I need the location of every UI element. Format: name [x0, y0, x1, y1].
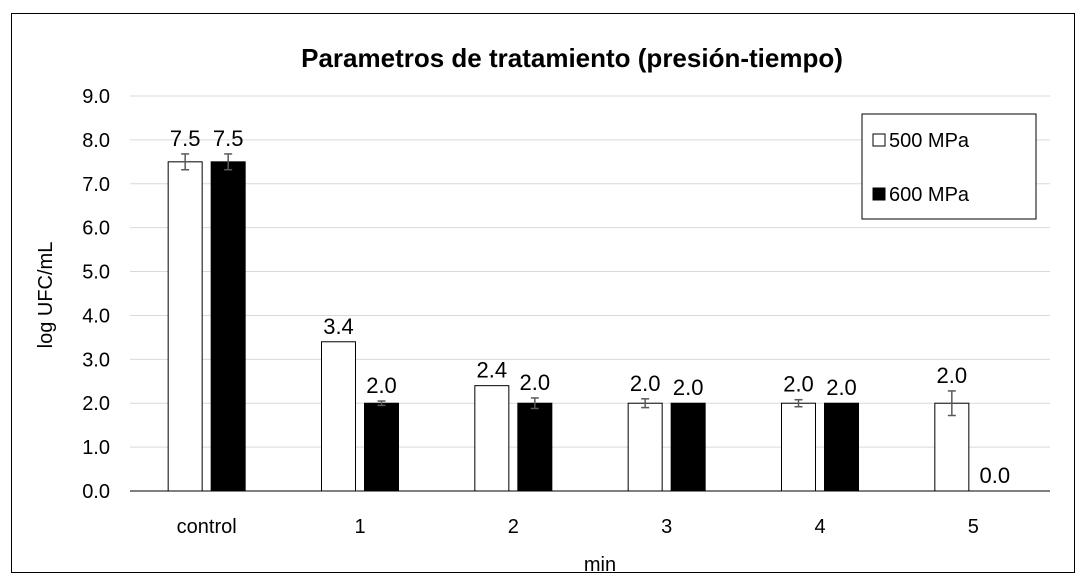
y-tick-label: 6.0	[82, 218, 110, 240]
error-bar	[530, 397, 539, 410]
y-axis-ticks: 0.0 1.0 2.0 3.0 4.0 5.0 6.0 7.0 8.0 9.0	[82, 86, 110, 503]
legend-swatch-500-mpa	[872, 133, 886, 147]
x-tick-label: 1	[354, 516, 365, 538]
error-bar	[794, 398, 803, 408]
data-label: 2.0	[520, 370, 551, 395]
bar	[364, 402, 399, 492]
x-axis-label: min	[584, 554, 616, 576]
bar	[210, 161, 246, 492]
bar	[167, 161, 203, 492]
error-bar	[377, 400, 386, 407]
bar	[824, 402, 859, 492]
y-tick-label: 1.0	[82, 437, 110, 459]
bar	[474, 385, 510, 492]
x-tick-label: 3	[661, 516, 672, 538]
y-tick-label: 5.0	[82, 262, 110, 284]
bar	[517, 402, 553, 492]
error-bar	[224, 153, 233, 171]
data-label: 2.0	[366, 373, 397, 398]
data-label: 2.0	[826, 375, 857, 400]
legend-box	[861, 113, 1037, 220]
bars	[167, 161, 970, 492]
data-label: 0.0	[980, 463, 1011, 488]
data-label: 7.5	[213, 126, 244, 151]
legend-label-600-mpa: 600 MPa	[889, 184, 970, 206]
data-labels: 7.5 3.4 2.4 2.0 2.0 2.0 7.5 2.0 2.0 2.0 2.0 0.0	[170, 126, 1010, 488]
x-tick-label: 4	[814, 516, 825, 538]
y-tick-label: 7.0	[82, 174, 110, 196]
error-bar	[641, 398, 650, 409]
x-tick-label: 2	[508, 516, 519, 538]
error-bar	[181, 153, 190, 171]
y-tick-label: 2.0	[82, 393, 110, 415]
x-tick-label: control	[177, 516, 237, 538]
error-bars	[181, 153, 956, 417]
bar	[627, 402, 663, 492]
chart-title: Parametros de tratamiento (presión-tiemp…	[301, 43, 843, 73]
y-tick-label: 8.0	[82, 130, 110, 152]
data-label: 3.4	[323, 314, 354, 339]
bar	[934, 402, 970, 492]
data-label: 2.0	[937, 363, 968, 388]
data-label: 2.0	[630, 371, 661, 396]
y-tick-label: 4.0	[82, 305, 110, 327]
legend: 500 MPa 600 MPa	[861, 113, 1037, 220]
legend-swatch-600-mpa	[872, 187, 886, 201]
data-label: 2.4	[477, 358, 508, 383]
data-label: 7.5	[170, 126, 201, 151]
y-tick-label: 9.0	[82, 86, 110, 108]
y-tick-label: 0.0	[82, 481, 110, 503]
bar	[670, 402, 706, 492]
bar	[321, 341, 356, 492]
legend-label-500-mpa: 500 MPa	[889, 130, 970, 152]
data-label: 2.0	[673, 375, 704, 400]
error-bar	[947, 390, 956, 417]
bar	[781, 402, 816, 492]
y-axis-label: log UFC/mL	[35, 242, 57, 349]
data-label: 2.0	[783, 372, 814, 397]
y-tick-label: 3.0	[82, 349, 110, 371]
x-tick-label: 5	[968, 516, 979, 538]
x-axis-ticks: control 1 2 3 4 5	[177, 516, 979, 538]
